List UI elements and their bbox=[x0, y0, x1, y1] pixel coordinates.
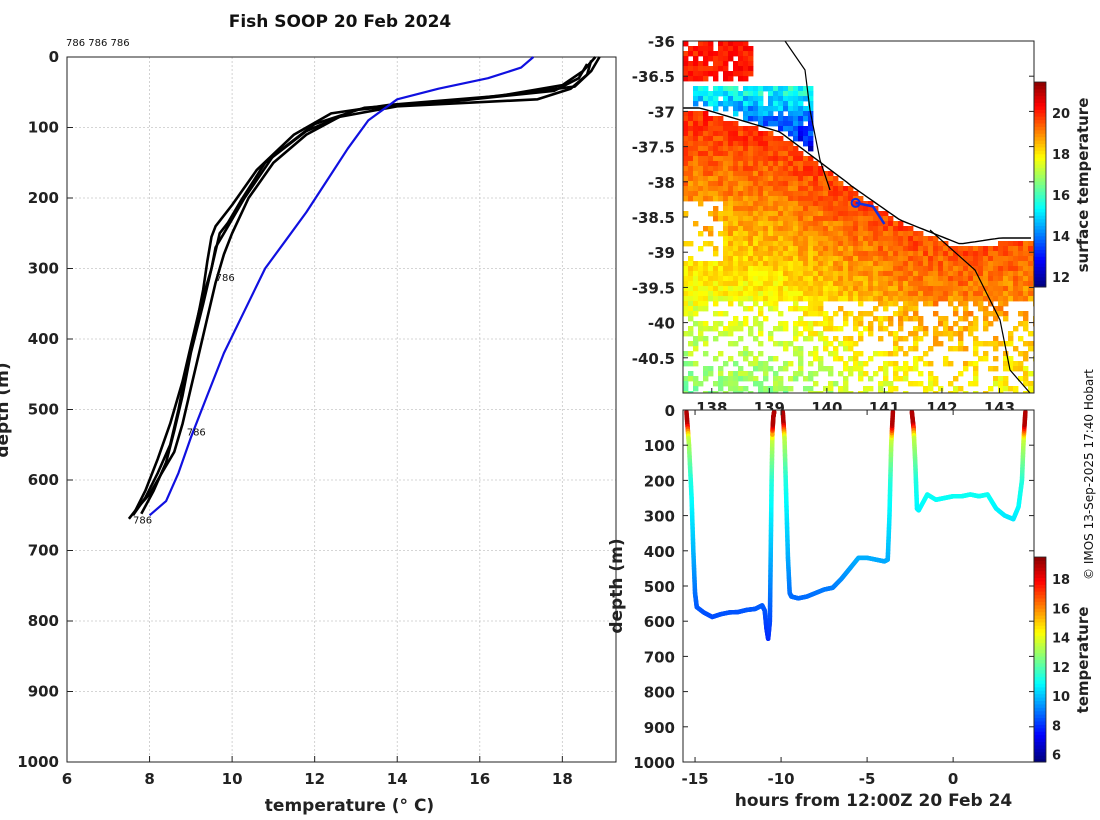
credit-text: © IMOS 13-Sep-2025 17:40 Hobart bbox=[1082, 369, 1096, 580]
temperature-colorbar bbox=[1033, 556, 1047, 763]
sst-colorbar-label: surface temperature bbox=[1074, 98, 1092, 273]
profile-y-tick: 500 bbox=[28, 401, 59, 419]
map-lat-tick: -37.5 bbox=[632, 139, 675, 157]
depth-time-x-tick: -10 bbox=[768, 770, 795, 788]
coastline bbox=[683, 107, 1031, 245]
shelf-line bbox=[929, 229, 1031, 394]
sst-colorbar-tick: 12 bbox=[1052, 271, 1070, 286]
depth-time-x-tick: -5 bbox=[859, 770, 876, 788]
map-lat-tick: -40 bbox=[648, 315, 675, 333]
map-lat-tick: -36 bbox=[648, 33, 675, 51]
temperature-colorbar-tick: 6 bbox=[1052, 749, 1061, 764]
depth-time-segment bbox=[909, 409, 1028, 522]
profile-tag: 786 786 786 bbox=[66, 38, 130, 49]
profile-y-label: depth (m) bbox=[0, 362, 13, 457]
profile-x-tick: 10 bbox=[222, 770, 243, 788]
map-lat-tick: -36.5 bbox=[632, 68, 675, 86]
depth-time-y-tick: 800 bbox=[644, 684, 675, 702]
sst-colorbar-tick: 20 bbox=[1052, 107, 1070, 122]
depth-time-segment bbox=[684, 409, 777, 642]
sst-colorbar-tick: 16 bbox=[1052, 189, 1070, 204]
profile-x-tick: 12 bbox=[304, 770, 325, 788]
profile-y-tick: 800 bbox=[28, 612, 59, 630]
profile-y-tick: 1000 bbox=[17, 753, 59, 771]
profile-line-profile-5 bbox=[148, 56, 535, 517]
map-lat-tick: -38.5 bbox=[632, 209, 675, 227]
profile-x-label: temperature (° C) bbox=[265, 796, 434, 816]
temperature-colorbar-label: temperature bbox=[1074, 607, 1092, 714]
ship-track-start bbox=[850, 197, 861, 208]
profile-y-tick: 600 bbox=[28, 471, 59, 489]
depth-time-y-tick: 900 bbox=[644, 719, 675, 737]
map-lat-tick: -38 bbox=[648, 174, 675, 192]
profile-y-tick: 700 bbox=[28, 542, 59, 560]
depth-time-y-tick: 100 bbox=[644, 437, 675, 455]
profile-y-tick: 300 bbox=[28, 260, 59, 278]
map-lat-tick: -40.5 bbox=[632, 350, 675, 368]
depth-time-y-tick: 1000 bbox=[633, 754, 675, 772]
profile-y-tick: 200 bbox=[28, 189, 59, 207]
figure-title: Fish SOOP 20 Feb 2024 bbox=[229, 12, 452, 32]
depth-time-y-tick: 300 bbox=[644, 508, 675, 526]
depth-time-segment bbox=[780, 409, 896, 601]
depth-time-bg bbox=[683, 410, 1034, 762]
depth-time-x-label: hours from 12:00Z 20 Feb 24 bbox=[735, 791, 1013, 811]
temperature-colorbar-tick: 14 bbox=[1052, 632, 1070, 647]
map-lat-tick: -39.5 bbox=[632, 279, 675, 297]
profile-x-tick: 8 bbox=[144, 770, 154, 788]
depth-time-y-tick: 200 bbox=[644, 472, 675, 490]
profile-axes-frame bbox=[66, 56, 617, 763]
depth-time-x-tick: 0 bbox=[948, 770, 958, 788]
temperature-colorbar-tick: 10 bbox=[1052, 690, 1070, 705]
profile-marker-label: 786 bbox=[133, 516, 152, 527]
depth-time-x-tick: -15 bbox=[681, 770, 708, 788]
sst-colorbar-tick: 14 bbox=[1052, 230, 1070, 245]
sst-map-panel: -36 -36.5 -37 -37.5 -38 -38.5 -39 -39.5 -40 -40.5… bbox=[632, 33, 1092, 417]
depth-time-y-tick: 700 bbox=[644, 648, 675, 666]
depth-time-y-label: depth (m) bbox=[607, 538, 627, 633]
ship-track bbox=[855, 201, 886, 225]
temperature-colorbar-tick: 16 bbox=[1052, 602, 1070, 617]
temperature-colorbar-tick: 12 bbox=[1052, 661, 1070, 676]
profile-y-tick: 0 bbox=[49, 48, 59, 66]
profile-x-tick: 16 bbox=[469, 770, 490, 788]
profile-line-profile-1 bbox=[127, 60, 593, 520]
profile-x-tick: 14 bbox=[387, 770, 408, 788]
profile-line-profile-3 bbox=[140, 63, 589, 515]
border-line bbox=[784, 40, 831, 191]
profile-y-tick: 400 bbox=[28, 330, 59, 348]
map-lat-tick: -39 bbox=[648, 244, 675, 262]
temperature-colorbar-tick: 8 bbox=[1052, 719, 1061, 734]
depth-time-y-tick: 500 bbox=[644, 578, 675, 596]
sst-colorbar bbox=[1033, 81, 1047, 288]
temperature-colorbar-tick: 18 bbox=[1052, 573, 1070, 588]
depth-time-y-tick: 400 bbox=[644, 543, 675, 561]
depth-time-y-tick: 600 bbox=[644, 613, 675, 631]
profile-x-tick: 6 bbox=[62, 770, 72, 788]
depth-time-y-tick: 0 bbox=[665, 402, 675, 420]
profile-marker-label: 786 bbox=[216, 273, 235, 284]
profile-marker-label: 786 bbox=[187, 428, 206, 439]
profile-panel: 6 8 10 12 14 16 18 0 100 200 300 400 500 600 700 800 900… bbox=[0, 48, 617, 816]
sst-colorbar-tick: 18 bbox=[1052, 148, 1070, 163]
profile-y-tick: 900 bbox=[28, 683, 59, 701]
profile-line-profile-4 bbox=[131, 56, 601, 516]
profile-x-tick: 18 bbox=[552, 770, 573, 788]
sst-cells bbox=[683, 41, 1034, 393]
profile-y-tick: 100 bbox=[28, 119, 59, 137]
map-lat-tick: -37 bbox=[648, 103, 675, 121]
